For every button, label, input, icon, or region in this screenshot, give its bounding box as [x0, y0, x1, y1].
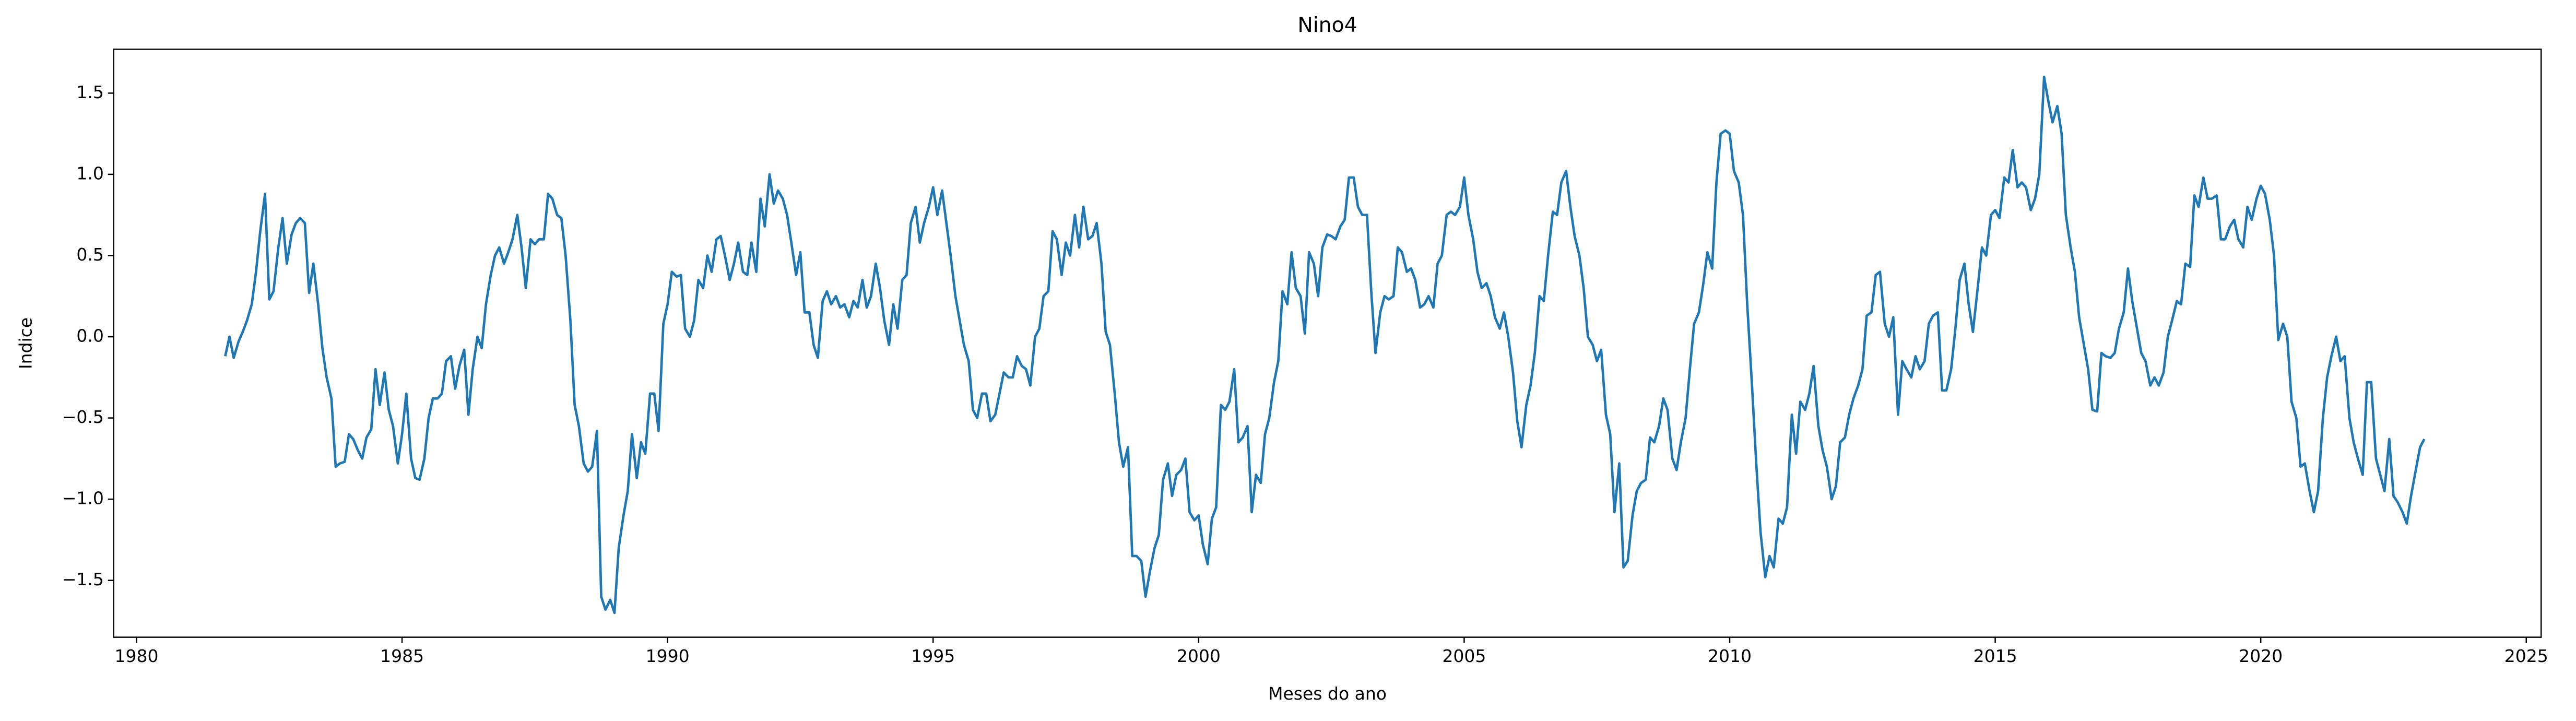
x-tick-label: 1985 [380, 646, 424, 666]
plot-area [224, 75, 2426, 614]
y-tick-label: −1.0 [62, 488, 104, 509]
x-tick-label: 2015 [1974, 646, 2017, 666]
y-tick-label: −0.5 [62, 407, 104, 427]
chart-title: Nino4 [1297, 14, 1357, 37]
y-axis-label: Indice [16, 317, 36, 369]
axes-frame [113, 49, 2542, 638]
y-tick-label: 0.5 [76, 244, 104, 265]
x-tick-label: 2025 [2504, 646, 2548, 666]
x-tick-label: 2005 [1442, 646, 1486, 666]
y-tick-label: −1.5 [62, 569, 104, 589]
x-tick-label: 2010 [1708, 646, 1752, 666]
x-axis-label: Meses do ano [1268, 683, 1387, 704]
y-tick-label: 1.5 [76, 82, 104, 102]
x-tick-label: 1990 [646, 646, 690, 666]
y-tick-label: 0.0 [76, 326, 104, 346]
x-tick-label: 2000 [1177, 646, 1221, 666]
data-line [224, 75, 2426, 614]
x-tick-label: 1980 [114, 646, 158, 666]
x-tick-label: 1995 [911, 646, 955, 666]
x-tick-label: 2020 [2239, 646, 2283, 666]
y-tick-label: 1.0 [76, 163, 104, 183]
